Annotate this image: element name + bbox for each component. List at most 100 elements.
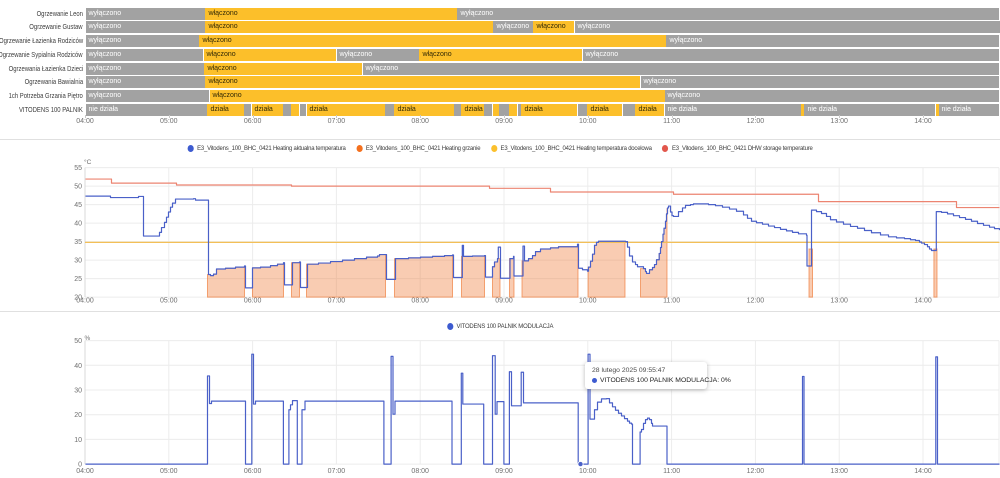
time-tick-label: 05:00 (160, 118, 178, 125)
state-segment[interactable] (577, 103, 588, 116)
time-tick-label: 04:00 (76, 118, 94, 125)
state-segment[interactable]: wyłączono (85, 35, 200, 48)
time-tick (755, 115, 757, 118)
state-segment[interactable]: włączono (204, 62, 363, 75)
state-segment[interactable]: wyłączono (666, 35, 1000, 48)
heating-active-area[interactable] (640, 208, 668, 298)
state-segment[interactable]: wyłączono (457, 7, 1000, 20)
x-axis-label: 13:00 (830, 298, 848, 305)
heating-active-area[interactable] (393, 254, 453, 298)
state-segment[interactable]: działa (461, 103, 485, 116)
state-segment[interactable] (801, 103, 805, 116)
state-segment[interactable]: wyłączono (85, 76, 206, 89)
heating-active-area[interactable] (460, 255, 485, 298)
modulation-chart-legend-item[interactable]: VITODENS 100 PALNIK MODULACJA (446, 323, 553, 330)
state-segment[interactable] (385, 103, 395, 116)
state-segment[interactable]: nie działa (938, 103, 1000, 116)
timeline-row: 1ch Potrzeba Grzania Piętro wyłączono włąc… (0, 90, 1000, 103)
timeline-row-label: Ogrzewania Bawialnia (24, 77, 84, 87)
hover-marker[interactable] (577, 461, 584, 468)
x-axis-label: 09:00 (495, 298, 513, 305)
state-segment[interactable] (492, 103, 500, 116)
legend-label: E3_Vitodens_100_BHC_0421 DHW storage tem… (671, 145, 813, 152)
state-segment[interactable]: wyłączono (640, 76, 1000, 89)
state-segment[interactable] (509, 103, 518, 116)
timeline-row: Ogrzewanie Sypialnia Rodziców wyłączono wł… (0, 48, 1000, 61)
state-segment[interactable] (517, 103, 522, 116)
x-axis-label: 13:00 (830, 468, 848, 475)
state-segment[interactable]: włączono (205, 7, 458, 20)
temperature-chart-legend-item[interactable]: E3_Vitodens_100_BHC_0421 Heating grzanie (356, 145, 481, 152)
state-segment[interactable]: wyłączono (362, 62, 1000, 75)
state-segment[interactable]: wyłączono (336, 48, 420, 61)
time-tick-label: 06:00 (243, 118, 262, 125)
state-segment[interactable]: wyłączono (85, 21, 206, 34)
state-segment[interactable] (244, 103, 252, 116)
state-segment[interactable]: włączono (419, 48, 583, 61)
state-segment[interactable] (622, 103, 636, 116)
state-segment[interactable]: włączono (209, 90, 665, 103)
state-segment[interactable]: wyłączono (85, 7, 206, 20)
state-segment[interactable]: działa (521, 103, 578, 116)
state-segment[interactable]: włączono (533, 21, 575, 34)
state-segment[interactable]: wyłączono (85, 48, 204, 61)
state-segment[interactable]: wyłączono (664, 90, 1000, 103)
tooltip-series-dot (592, 378, 597, 383)
temperature-chart-legend-item[interactable]: E3_Vitodens_100_BHC_0421 DHW storage tem… (662, 145, 813, 152)
y-axis-unit: °C (84, 158, 92, 166)
modulation-chart[interactable]: 0 10 20 30 40 50 04:00 05:00 06:00 07:00 08:00 09:0… (0, 332, 1000, 478)
timeline-row-bar: wyłączono włączono wyłączono (85, 62, 1000, 75)
state-segment[interactable]: nie działa (664, 103, 802, 116)
y-axis-label: 20 (74, 412, 82, 419)
state-segment[interactable]: działa (306, 103, 386, 116)
series-line[interactable] (85, 353, 1000, 465)
state-segment[interactable] (283, 103, 292, 116)
state-segment[interactable]: wyłączono (85, 62, 205, 75)
timeline-time-axis: 04:00 05:00 06:00 07:00 08:00 09:00 10:00 11:00… (0, 114, 1000, 132)
x-axis-label: 09:00 (495, 468, 513, 475)
state-segment[interactable] (484, 103, 493, 116)
state-segment[interactable]: działa (635, 103, 665, 116)
heating-active-area[interactable] (521, 244, 579, 298)
series-line[interactable] (85, 178, 1000, 209)
timeline-row-bar: wyłączono włączono wyłączono (85, 7, 1000, 20)
temperature-chart-legend: E3_Vitodens_100_BHC_0421 Heating aktualn… (60, 143, 940, 154)
y-axis-label: 30 (74, 258, 82, 265)
divider-top (0, 139, 1000, 140)
time-tick (252, 115, 254, 118)
state-segment[interactable] (299, 103, 307, 116)
temperature-chart-legend-item[interactable]: E3_Vitodens_100_BHC_0421 Heating aktualn… (187, 145, 346, 152)
state-segment[interactable]: włączono (205, 21, 494, 34)
state-segment[interactable]: włączono (199, 35, 667, 48)
legend-dot (662, 145, 669, 152)
heating-active-area[interactable] (492, 258, 501, 298)
modulation-chart-legend: VITODENS 100 PALNIK MODULACJA (60, 321, 940, 332)
state-segment[interactable] (935, 103, 939, 116)
state-segment[interactable]: nie działa (804, 103, 936, 116)
temperature-chart[interactable]: 20 25 30 35 40 45 50 55 04:00 05:00 06:00 07:00 08:0… (0, 156, 1000, 308)
state-segment[interactable]: włączono (205, 76, 641, 89)
temperature-chart-legend-item[interactable]: E3_Vitodens_100_BHC_0421 Heating tempera… (490, 145, 652, 152)
state-segment[interactable]: działa (394, 103, 455, 116)
state-segment[interactable]: działa (207, 103, 245, 116)
state-segment[interactable]: wyłączono (582, 48, 1000, 61)
state-segment[interactable]: nie działa (85, 103, 208, 116)
state-segment[interactable]: wyłączono (574, 21, 1000, 34)
heating-active-area[interactable] (933, 248, 938, 298)
heating-active-area[interactable] (206, 266, 245, 298)
state-segment[interactable]: działa (251, 103, 284, 116)
state-segment[interactable] (291, 103, 300, 116)
state-segment[interactable]: wyłączono (493, 21, 534, 34)
heating-active-area[interactable] (587, 240, 626, 298)
series-line[interactable] (85, 195, 1000, 289)
heating-active-area[interactable] (306, 254, 386, 298)
legend-dot (356, 145, 363, 152)
state-segment[interactable] (454, 103, 462, 116)
state-segment[interactable]: działa (587, 103, 623, 116)
state-segment[interactable] (499, 103, 510, 116)
state-segment[interactable]: włączono (203, 48, 337, 61)
state-segment[interactable]: wyłączono (85, 90, 210, 103)
timeline-row-bar: wyłączono włączono wyłączono włączono wyłącz… (85, 48, 1000, 61)
timeline-row-bar: wyłączono włączono wyłączono (85, 90, 1000, 103)
y-axis-label: 30 (74, 388, 82, 395)
